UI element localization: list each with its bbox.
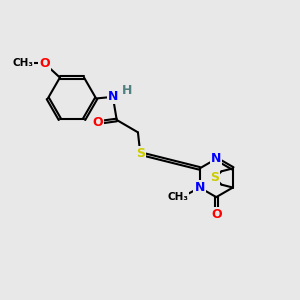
- Text: N: N: [108, 91, 118, 103]
- Text: CH₃: CH₃: [167, 192, 188, 202]
- Text: H: H: [122, 84, 132, 97]
- Text: O: O: [39, 57, 50, 70]
- Text: CH₃: CH₃: [12, 58, 33, 68]
- Text: N: N: [194, 181, 205, 194]
- Text: S: S: [210, 172, 219, 184]
- Text: N: N: [211, 152, 221, 165]
- Text: O: O: [92, 116, 103, 129]
- Text: O: O: [211, 208, 222, 221]
- Text: S: S: [136, 147, 145, 160]
